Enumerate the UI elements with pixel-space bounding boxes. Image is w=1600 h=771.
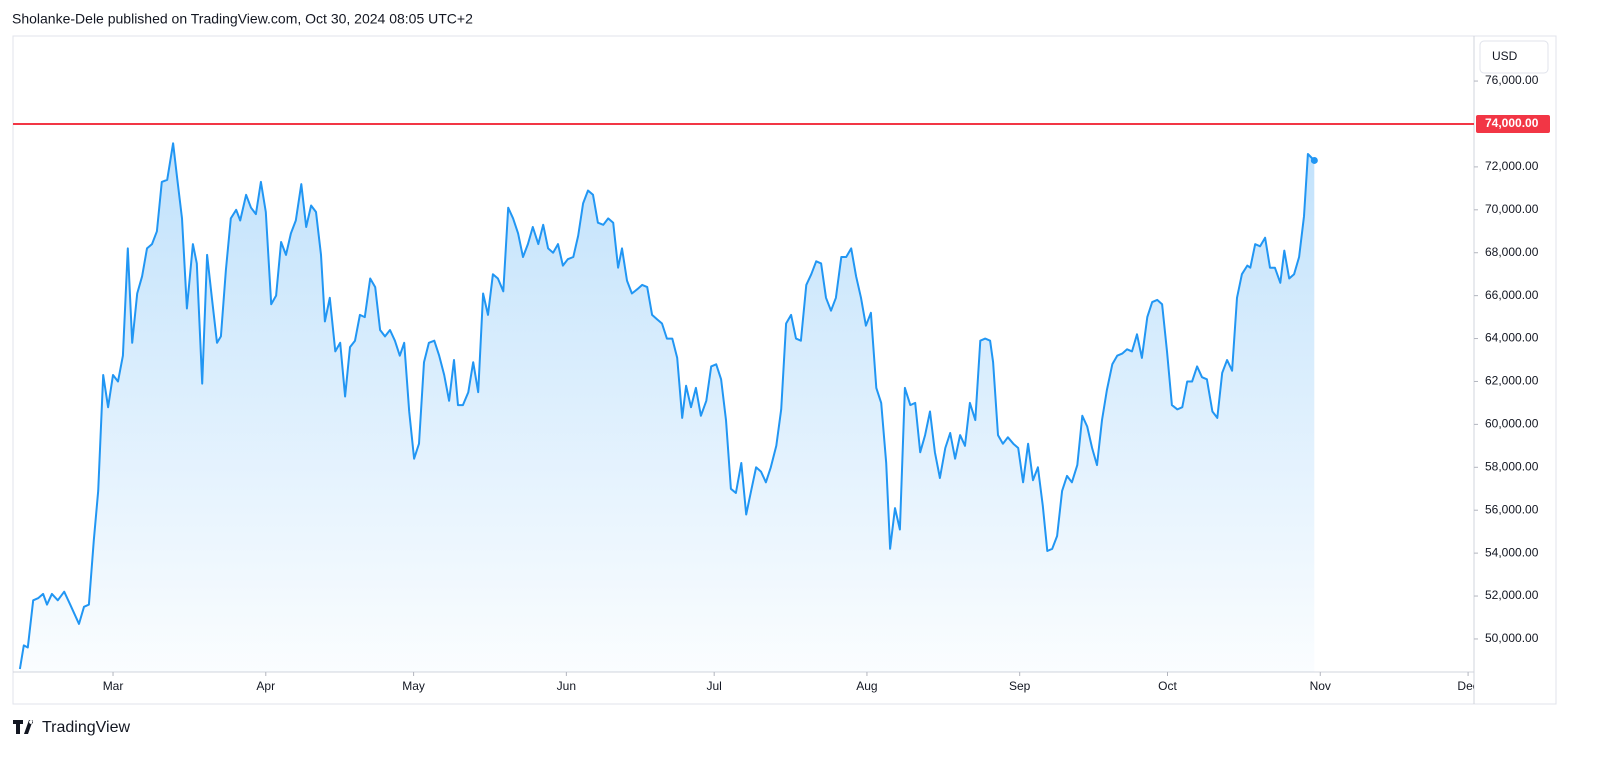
y-tick-label: 52,000.00 (1485, 588, 1539, 602)
y-tick-label: 72,000.00 (1485, 159, 1539, 173)
brand-logo: TradingView (13, 719, 130, 736)
level-label: 74,000.00 (1485, 116, 1539, 130)
x-tick-label: Mar (103, 679, 124, 693)
x-tick-label: Oct (1158, 679, 1177, 693)
currency-label: USD (1492, 49, 1518, 63)
chart-frame (12, 35, 1557, 705)
publisher-line: Sholanke-Dele published on TradingView.c… (12, 11, 473, 27)
last-point (1310, 156, 1318, 164)
x-tick-label: Apr (256, 679, 275, 693)
y-tick-label: 70,000.00 (1485, 202, 1539, 216)
level-label-box (1476, 114, 1550, 133)
y-tick-label: 66,000.00 (1485, 288, 1539, 302)
x-tick-label: Jul (707, 679, 722, 693)
y-tick-label: 68,000.00 (1485, 245, 1539, 259)
y-tick-label: 60,000.00 (1485, 417, 1539, 431)
price-line (18, 142, 1316, 670)
y-tick-label: 50,000.00 (1485, 631, 1539, 645)
brand-name: TradingView (42, 719, 130, 736)
logo-icon (13, 720, 34, 734)
y-tick-label: 54,000.00 (1485, 545, 1539, 559)
y-tick-label: 76,000.00 (1485, 73, 1539, 87)
y-tick-label: 62,000.00 (1485, 374, 1539, 388)
currency-button[interactable] (1479, 40, 1549, 74)
x-tick-label: Jun (557, 679, 576, 693)
y-tick-label: 58,000.00 (1485, 459, 1539, 473)
x-tick-label: Sep (1009, 679, 1031, 693)
area-fill (19, 143, 1315, 672)
x-tick-label: May (402, 679, 425, 693)
y-tick-label: 56,000.00 (1485, 502, 1539, 516)
x-tick-label: Dec (1457, 679, 1478, 693)
plot-area (13, 122, 1474, 672)
x-tick-label: Aug (856, 679, 877, 693)
time-axis: Mar Apr May Jun Jul Aug Sep Oct Nov Dec (103, 672, 1478, 693)
y-tick-label: 64,000.00 (1485, 331, 1539, 345)
price-axis: 50,000.00 52,000.00 54,000.00 56,000.00 58,0… (1474, 73, 1550, 645)
x-tick-label: Nov (1310, 679, 1331, 693)
